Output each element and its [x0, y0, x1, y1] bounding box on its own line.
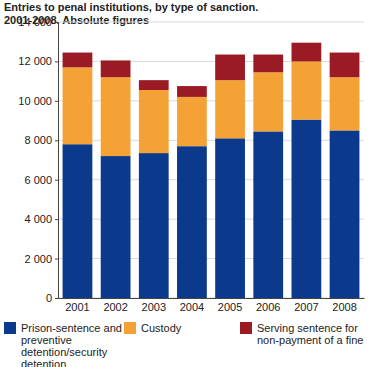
x-axis: 2001 2002 2003 2004 2005 2006 2007 2008: [59, 298, 365, 313]
tick: 2 000: [24, 253, 58, 265]
tick-mark: [55, 180, 58, 181]
tick-mark: [55, 298, 58, 299]
tick: 2004: [180, 298, 204, 313]
legend-swatch: [4, 322, 16, 334]
tick: 2008: [332, 298, 356, 313]
bar: [215, 138, 245, 298]
tick-label: 0: [46, 292, 52, 304]
chart: Entries to penal institutions, by type o…: [0, 0, 370, 367]
bar: [215, 80, 245, 138]
tick-label: 2006: [256, 301, 280, 313]
tick-label: 10 000: [18, 95, 52, 107]
bar: [63, 144, 93, 298]
tick-label: 2008: [332, 301, 356, 313]
bar: [139, 80, 169, 90]
legend-label: Custody: [141, 322, 182, 334]
tick-mark: [55, 22, 58, 23]
tick: 0: [46, 292, 58, 304]
tick-label: 2002: [103, 301, 127, 313]
bar: [215, 55, 245, 81]
bar: [177, 97, 207, 146]
tick: 12 000: [18, 55, 58, 67]
bar: [292, 120, 322, 298]
bar: [139, 153, 169, 298]
tick: 2006: [256, 298, 280, 313]
bar: [330, 53, 360, 78]
bar: [253, 55, 283, 73]
tick-mark: [55, 219, 58, 220]
tick: 2001: [65, 298, 89, 313]
axis-line: [55, 23, 59, 299]
bar: [330, 77, 360, 130]
bar: [63, 67, 93, 144]
legend: Prison-sentence andpreventivedetention/s…: [4, 322, 363, 367]
tick: 2003: [142, 298, 166, 313]
grid: [58, 22, 364, 298]
tick-label: 14 000: [18, 16, 52, 28]
tick: 10 000: [18, 95, 58, 107]
bar: [101, 77, 131, 156]
tick-label: 4 000: [24, 213, 52, 225]
title: Entries to penal institutions, by type o…: [4, 1, 258, 13]
tick: 8 000: [24, 134, 58, 146]
legend-label: Prison-sentence andpreventivedetention/s…: [21, 322, 122, 367]
tick-label: 2003: [142, 301, 166, 313]
tick-label: 2005: [218, 301, 242, 313]
tick-label: 6 000: [24, 174, 52, 186]
legend-label: Serving sentence fornon-payment of a fin…: [257, 322, 363, 346]
legend-swatch: [124, 322, 136, 334]
tick: 2007: [294, 298, 318, 313]
tick-mark: [55, 140, 58, 141]
bar: [139, 90, 169, 153]
tick-label: 2007: [294, 301, 318, 313]
tick: 6 000: [24, 174, 58, 186]
tick-label: 2004: [180, 301, 204, 313]
axis-line: [59, 298, 365, 299]
tick-mark: [55, 61, 58, 62]
legend-swatch: [240, 322, 252, 334]
tick: 4 000: [24, 213, 58, 225]
tick-label: 12 000: [18, 55, 52, 67]
tick-label: 8 000: [24, 134, 52, 146]
bar: [101, 60, 131, 77]
tick: 2005: [218, 298, 242, 313]
bar: [253, 131, 283, 298]
tick: 2002: [103, 298, 127, 313]
bar: [177, 146, 207, 298]
tick-label: 2001: [65, 301, 89, 313]
tick-mark: [55, 259, 58, 260]
y-axis: 0 2 000 4 000 6 000 8 000 10 000 12 000 14 000: [18, 16, 58, 304]
bar: [292, 43, 322, 62]
tick-label: 2 000: [24, 253, 52, 265]
bar: [101, 156, 131, 298]
tick: 14 000: [18, 16, 58, 28]
bar: [253, 72, 283, 131]
grid-line: [58, 22, 364, 23]
tick-mark: [55, 101, 58, 102]
bar: [292, 61, 322, 119]
bar: [330, 130, 360, 298]
bars: [63, 43, 360, 298]
bar: [177, 86, 207, 97]
bar: [63, 53, 93, 68]
